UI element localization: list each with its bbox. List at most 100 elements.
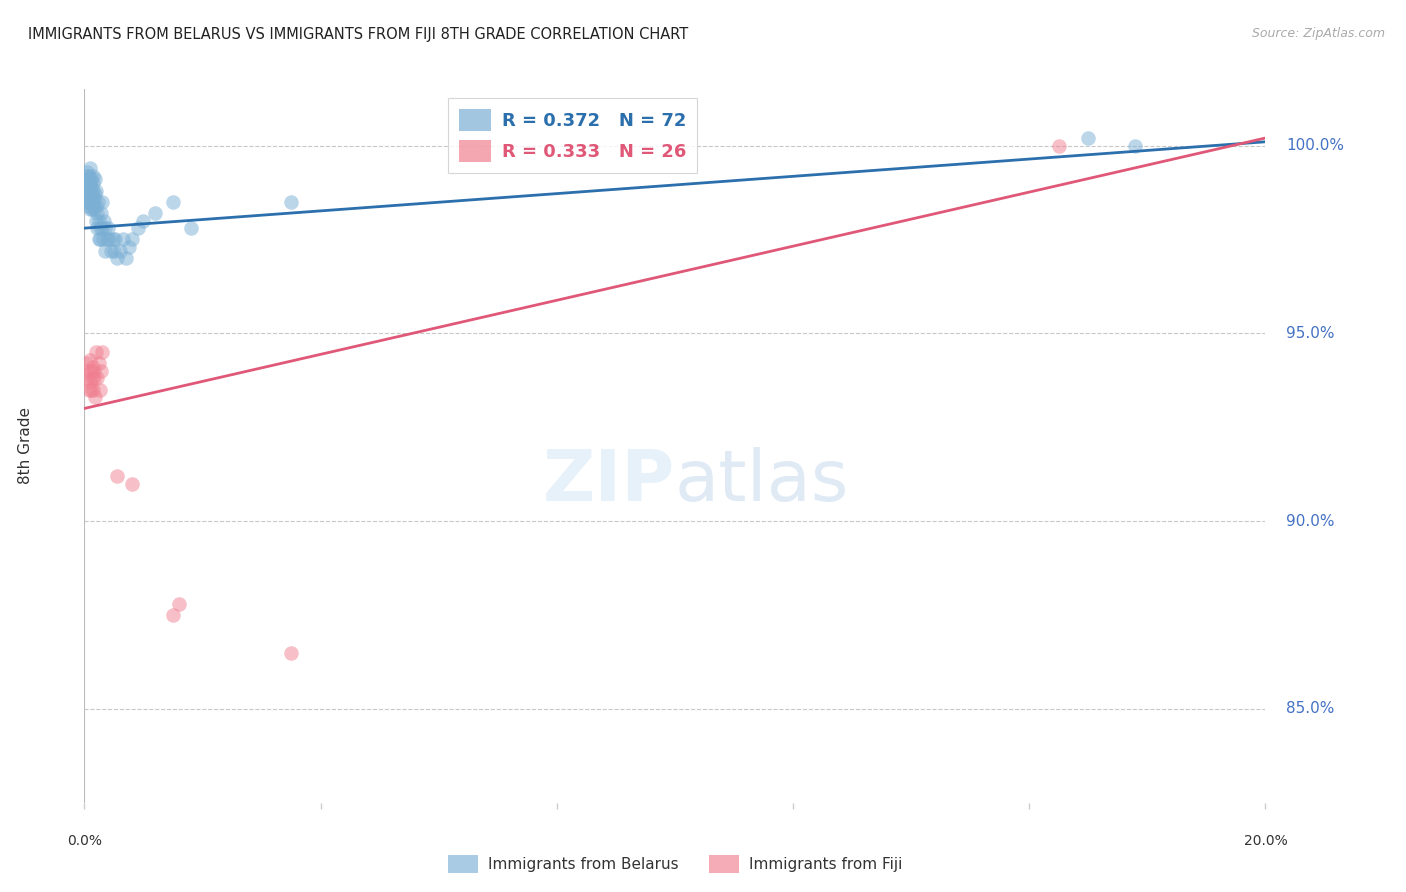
Point <box>91 194 114 209</box>
Legend: Immigrants from Belarus, Immigrants from Fiji: Immigrants from Belarus, Immigrants from… <box>440 847 910 880</box>
Point <box>98 232 121 246</box>
Text: atlas: atlas <box>675 447 849 516</box>
Text: 95.0%: 95.0% <box>1286 326 1334 341</box>
Point <box>114 251 136 265</box>
Point <box>1047 138 1070 153</box>
Point <box>127 221 149 235</box>
Point <box>79 176 101 190</box>
Text: Source: ZipAtlas.com: Source: ZipAtlas.com <box>1251 27 1385 40</box>
Point <box>91 221 114 235</box>
Point <box>79 184 101 198</box>
Point <box>84 187 107 202</box>
Point <box>79 352 101 367</box>
Point <box>77 187 100 202</box>
Point <box>84 199 107 213</box>
Point <box>87 232 110 246</box>
Point <box>84 172 107 186</box>
Point <box>87 194 110 209</box>
Point <box>87 356 110 370</box>
Point <box>79 375 101 389</box>
Point <box>91 232 114 246</box>
Point <box>82 176 104 190</box>
Point <box>84 213 107 227</box>
Point <box>87 213 111 227</box>
Point <box>90 206 112 220</box>
Point <box>82 169 104 183</box>
Point <box>76 165 98 179</box>
Point <box>108 244 131 258</box>
Point <box>167 597 190 611</box>
Text: ZIP: ZIP <box>543 447 675 516</box>
Point <box>83 364 105 378</box>
Point <box>80 383 103 397</box>
Point <box>75 172 97 186</box>
Point <box>75 356 97 370</box>
Point <box>89 221 111 235</box>
Point <box>77 172 100 186</box>
Point <box>91 345 114 359</box>
Point <box>75 184 97 198</box>
Point <box>103 244 125 258</box>
Point <box>82 383 104 397</box>
Point <box>105 251 128 265</box>
Point <box>80 187 103 202</box>
Point <box>82 199 104 213</box>
Text: 90.0%: 90.0% <box>1286 514 1334 529</box>
Point <box>86 371 108 385</box>
Text: 8th Grade: 8th Grade <box>18 408 32 484</box>
Point <box>280 194 302 209</box>
Point <box>97 221 120 235</box>
Point <box>83 191 105 205</box>
Point <box>180 221 202 235</box>
Point <box>83 202 105 217</box>
Point <box>162 194 184 209</box>
Point <box>76 371 98 385</box>
Point <box>104 232 127 246</box>
Point <box>79 191 101 205</box>
Point <box>79 161 101 175</box>
Point <box>101 232 124 246</box>
Point <box>105 469 128 483</box>
Point <box>82 194 104 209</box>
Point <box>84 390 107 404</box>
Point <box>79 194 101 209</box>
Point <box>82 184 104 198</box>
Point <box>82 360 104 375</box>
Text: IMMIGRANTS FROM BELARUS VS IMMIGRANTS FROM FIJI 8TH GRADE CORRELATION CHART: IMMIGRANTS FROM BELARUS VS IMMIGRANTS FR… <box>28 27 689 42</box>
Point <box>84 345 107 359</box>
Point <box>77 169 100 183</box>
Point <box>80 187 103 202</box>
Point <box>76 191 98 205</box>
Point <box>162 607 184 622</box>
Point <box>77 179 100 194</box>
Point <box>83 371 105 385</box>
Point <box>80 194 103 209</box>
Point <box>89 383 111 397</box>
Text: 100.0%: 100.0% <box>1286 138 1344 153</box>
Point <box>76 194 98 209</box>
Point <box>132 213 155 227</box>
Point <box>80 179 103 194</box>
Point <box>76 176 98 190</box>
Point <box>76 169 98 183</box>
Point <box>111 232 134 246</box>
Point <box>96 232 118 246</box>
Point <box>90 364 112 378</box>
Text: 0.0%: 0.0% <box>67 834 101 848</box>
Point <box>280 646 302 660</box>
Point <box>94 221 117 235</box>
Point <box>118 240 141 254</box>
Point <box>77 199 100 213</box>
Point <box>1125 138 1147 153</box>
Point <box>143 206 166 220</box>
Point <box>77 364 100 378</box>
Point <box>121 476 143 491</box>
Point <box>79 202 101 217</box>
Point <box>80 202 103 217</box>
Point <box>80 371 103 385</box>
Point <box>89 232 111 246</box>
Point <box>121 232 143 246</box>
Point <box>100 244 122 258</box>
Point <box>80 364 103 378</box>
Point <box>80 172 103 186</box>
